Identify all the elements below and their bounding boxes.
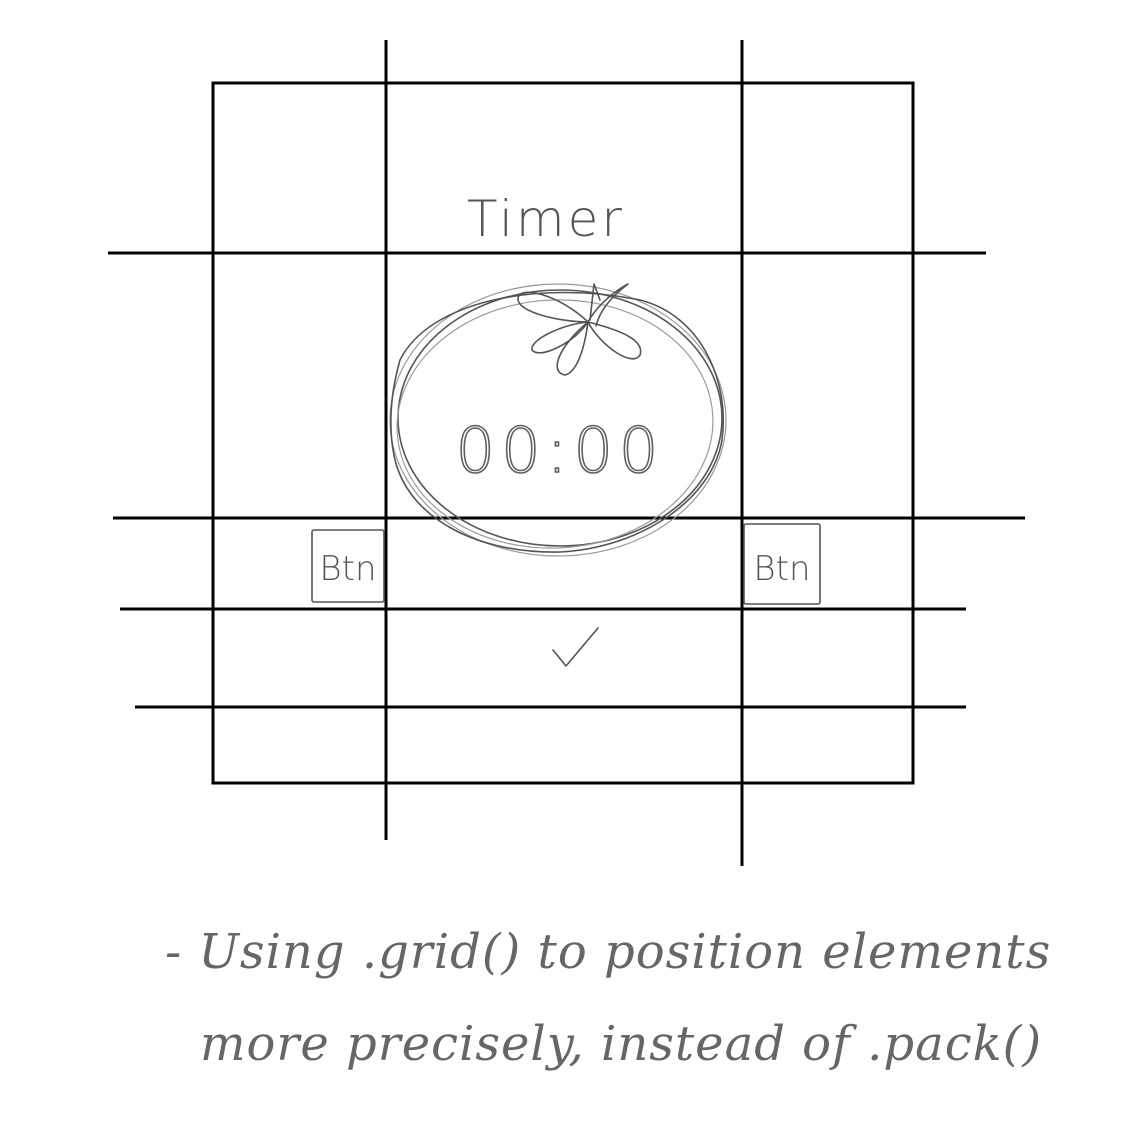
tomato-icon: [389, 283, 727, 557]
left-button[interactable]: Btn: [311, 529, 385, 603]
note-line-1: - Using .grid() to position elements: [165, 924, 1051, 980]
note-line-2: more precisely, instead of .pack(): [200, 1016, 1042, 1072]
window-frame: [211, 81, 915, 785]
window-title: Timer: [467, 190, 625, 248]
right-button[interactable]: Btn: [743, 523, 821, 605]
grid-lines: [108, 40, 1025, 866]
timer-display: 00:00: [456, 414, 665, 487]
checkmark-icon: [552, 627, 599, 667]
left-button-label: Btn: [319, 549, 376, 589]
right-button-label: Btn: [753, 549, 810, 589]
